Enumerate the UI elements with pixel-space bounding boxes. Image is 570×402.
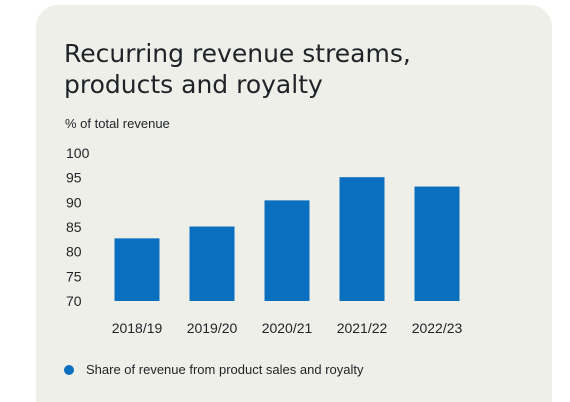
x-tick-label: 2018/19 bbox=[112, 320, 163, 336]
y-tick-label: 85 bbox=[66, 219, 82, 235]
y-tick-label: 75 bbox=[66, 268, 82, 284]
y-tick-label: 95 bbox=[66, 170, 82, 186]
y-tick-label: 100 bbox=[66, 145, 90, 161]
x-tick-label: 2021/22 bbox=[337, 320, 388, 336]
bar-2021-22 bbox=[339, 177, 385, 301]
bar-2022-23 bbox=[414, 186, 460, 301]
y-tick-label: 90 bbox=[66, 194, 82, 210]
x-tick-label: 2022/23 bbox=[412, 320, 463, 336]
legend-marker bbox=[64, 364, 74, 375]
bar-2019-20 bbox=[189, 226, 235, 301]
y-tick-label: 80 bbox=[66, 244, 82, 260]
legend: Share of revenue from product sales and … bbox=[64, 362, 363, 377]
bar-2018-19 bbox=[114, 238, 160, 301]
x-tick-label: 2020/21 bbox=[262, 320, 313, 336]
chart-subtitle: % of total revenue bbox=[65, 116, 170, 131]
legend-label: Share of revenue from product sales and … bbox=[86, 362, 364, 377]
bar-2020-21 bbox=[264, 200, 310, 301]
y-tick-label: 70 bbox=[66, 293, 82, 309]
x-tick-label: 2019/20 bbox=[187, 320, 238, 336]
chart-title: Recurring revenue streams, products and … bbox=[64, 39, 411, 99]
